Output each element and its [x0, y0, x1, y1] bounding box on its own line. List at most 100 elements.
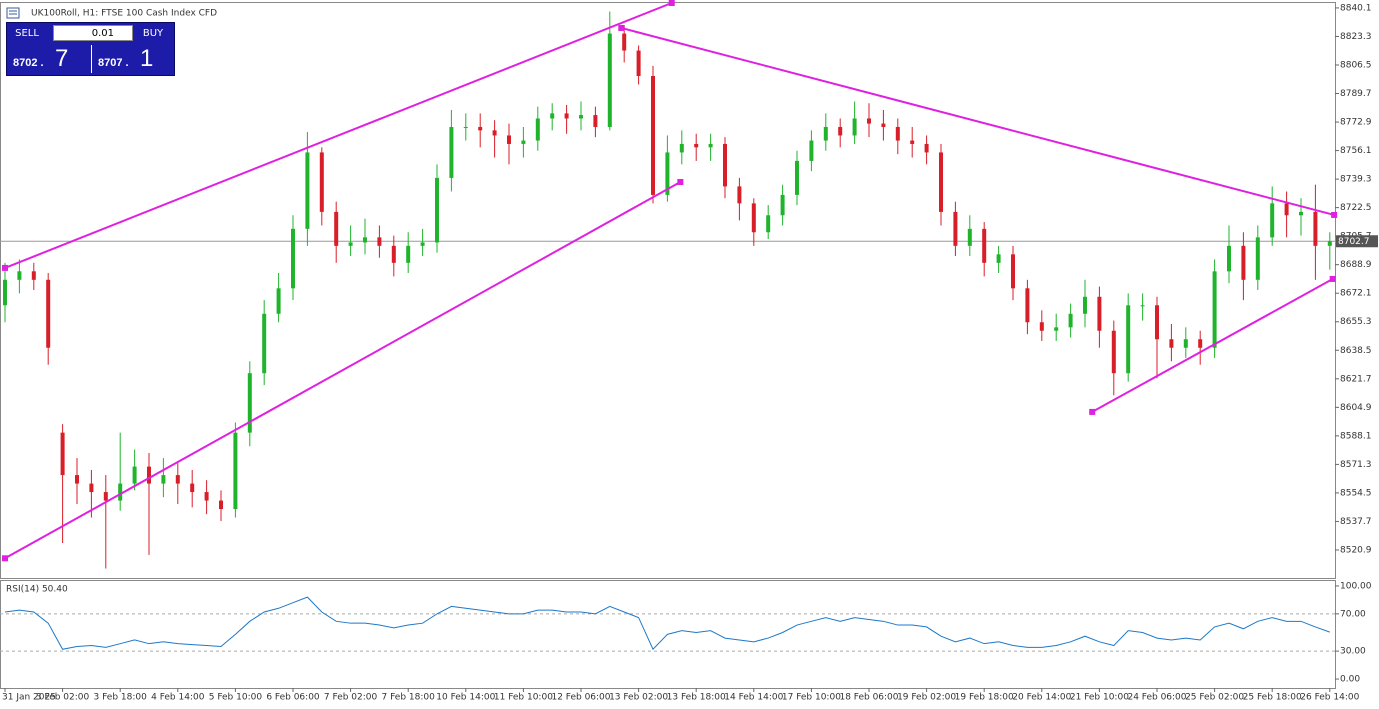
trendline-handle: [2, 264, 8, 271]
candle-body: [1313, 211, 1318, 246]
y-tick-label: 8638.5: [1340, 346, 1372, 356]
trendline: [4, 181, 681, 560]
y-tick-label: 8823.3: [1340, 32, 1372, 42]
candle-body: [867, 118, 871, 124]
x-tick-label: 17 Feb 10:00: [782, 693, 841, 703]
trendline-handle: [668, 0, 675, 6]
candle-body: [147, 466, 151, 484]
y-tick-label: 0.00: [1340, 675, 1360, 685]
trade-panel: SELL 0.01 BUY 8702 . 7 8707 . 1: [6, 22, 175, 76]
x-tick-label: 31 Jan 2025: [2, 693, 56, 703]
candle-body: [1284, 203, 1289, 216]
x-tick-label: 26 Feb 14:00: [1300, 693, 1359, 703]
candle-body: [751, 203, 756, 233]
y-tick-label: 8672.1: [1340, 289, 1372, 299]
x-tick-label: 12 Feb 06:00: [551, 693, 610, 703]
candle-body: [622, 33, 627, 51]
candle-body: [1198, 339, 1203, 348]
candle-body: [435, 177, 439, 243]
candle-body: [391, 245, 396, 263]
candle-body: [809, 140, 814, 161]
trendline-handle: [618, 24, 625, 31]
candle-body: [593, 115, 598, 127]
candle-body: [204, 492, 209, 501]
candle-body: [291, 228, 295, 289]
x-tick-label: 14 Feb 14:00: [724, 693, 783, 703]
y-tick-label: 8537.7: [1340, 517, 1372, 527]
candle-body: [1155, 305, 1159, 340]
x-tick-label: 20 Feb 14:00: [1012, 693, 1071, 703]
buy-button[interactable]: BUY: [142, 28, 164, 39]
volume-input[interactable]: 0.01: [53, 25, 133, 41]
candle-body: [276, 288, 281, 314]
y-tick-label: 8772.9: [1340, 118, 1372, 128]
candle-body: [1140, 305, 1145, 307]
candle-body: [1111, 330, 1116, 374]
candle-body: [823, 126, 828, 141]
candle-body: [1241, 245, 1246, 280]
trendline-handle: [1331, 211, 1338, 218]
candle-body: [723, 143, 727, 187]
y-tick-label: 70.00: [1340, 609, 1366, 619]
candle-body: [17, 271, 22, 280]
candle-body: [406, 245, 411, 263]
x-tick-label: 25 Feb 02:00: [1185, 693, 1244, 703]
candle-body: [89, 483, 94, 493]
candle-body: [60, 432, 65, 476]
candle-body: [1183, 339, 1188, 348]
trendline: [1091, 278, 1334, 413]
candle-body: [1299, 211, 1303, 216]
candle-body: [579, 115, 583, 119]
candle-body: [507, 135, 511, 144]
ask-price[interactable]: 8707 . 1: [91, 45, 172, 73]
sell-button[interactable]: SELL: [15, 28, 39, 39]
candle-body: [953, 211, 958, 246]
trendline-handle: [1329, 275, 1336, 282]
candle-body: [190, 483, 195, 493]
y-tick-label: 8571.3: [1340, 460, 1372, 470]
bid-price[interactable]: 8702 . 7: [7, 45, 87, 73]
candle-body: [1039, 322, 1044, 331]
candle-body: [852, 118, 857, 136]
candle-body: [118, 483, 123, 501]
candle-body: [161, 475, 166, 484]
x-tick-label: 19 Feb 02:00: [897, 693, 956, 703]
candle-body: [1083, 296, 1087, 314]
candle-body: [1270, 203, 1275, 238]
candle-body: [1126, 305, 1131, 374]
trendline: [4, 2, 673, 269]
y-tick-label: 8806.5: [1340, 60, 1372, 70]
candle-body: [1068, 313, 1073, 328]
candle-body: [363, 237, 367, 243]
main-frame: [0, 2, 1336, 579]
trendline-handle: [677, 178, 684, 185]
candle-body: [1255, 237, 1260, 280]
x-tick-label: 13 Feb 02:00: [609, 693, 668, 703]
x-tick-label: 7 Feb 18:00: [382, 693, 436, 703]
candle-body: [348, 242, 353, 246]
ask-big: 1: [140, 45, 154, 72]
candle-body: [103, 492, 108, 501]
rsi-frame: [0, 580, 1336, 689]
candle-body: [233, 432, 238, 510]
x-tick-label: 13 Feb 18:00: [667, 693, 726, 703]
y-tick-label: 8739.3: [1340, 175, 1372, 185]
bid-big: 7: [55, 45, 69, 72]
candle-body: [46, 279, 51, 348]
candle-body: [449, 126, 454, 178]
x-tick-label: 3 Feb 18:00: [94, 693, 148, 703]
candle-body: [262, 313, 267, 374]
x-tick-label: 24 Feb 06:00: [1127, 693, 1186, 703]
candle-body: [910, 140, 915, 144]
chart-title: UK100Roll, H1: FTSE 100 Cash Index CFD: [31, 9, 217, 19]
y-tick-label: 8588.1: [1340, 431, 1372, 441]
candle-body: [3, 279, 7, 306]
candle-body: [377, 237, 382, 246]
candle-body: [1025, 288, 1030, 323]
x-tick-label: 21 Feb 10:00: [1070, 693, 1129, 703]
trendline-handle: [1089, 408, 1096, 415]
y-tick-label: 8688.9: [1340, 260, 1372, 270]
y-tick-label: 8621.7: [1340, 374, 1372, 384]
rsi-line: [4, 596, 1330, 651]
